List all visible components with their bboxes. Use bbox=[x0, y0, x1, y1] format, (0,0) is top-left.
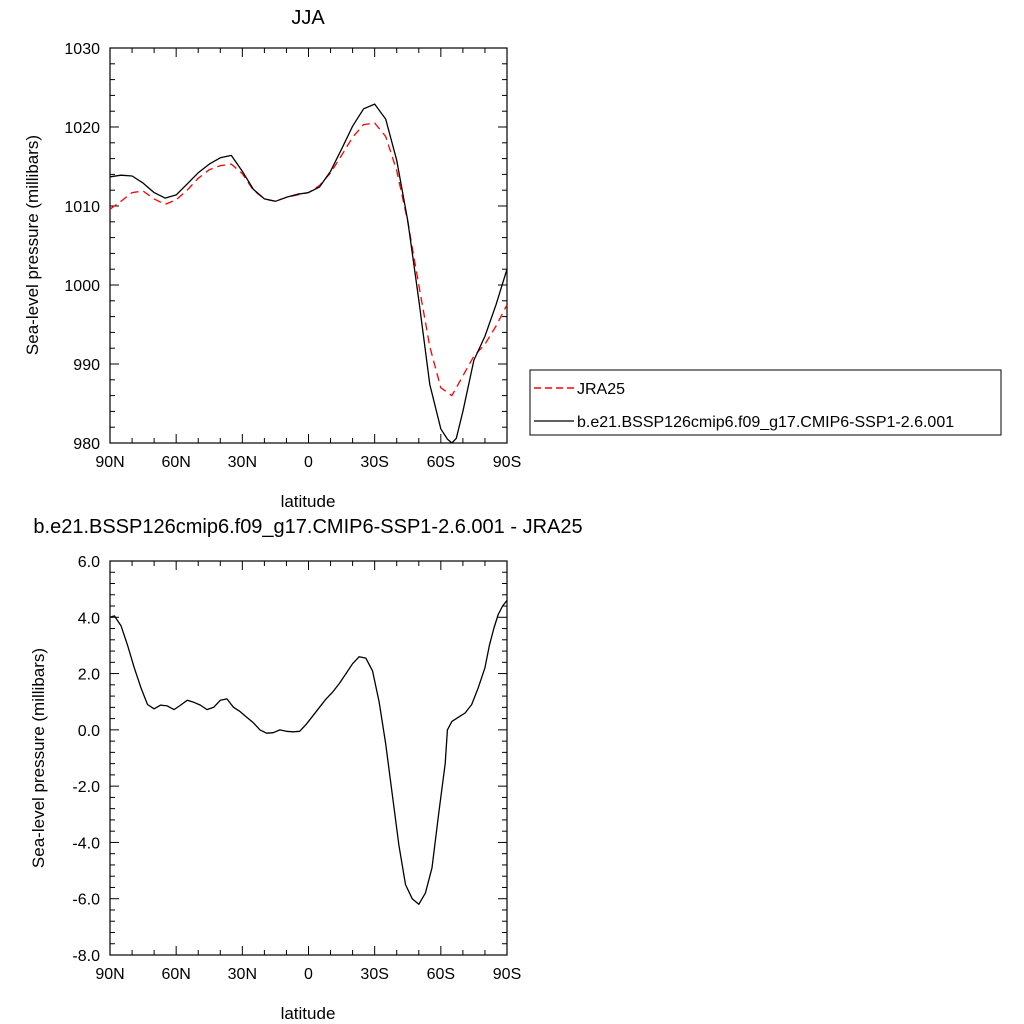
bottom-y-tick-label: 4.0 bbox=[78, 610, 100, 627]
top-chart-title: JJA bbox=[291, 7, 325, 29]
top-y-tick-label: 1030 bbox=[64, 41, 100, 58]
top-chart-ylabel: Sea-level pressure (millibars) bbox=[23, 135, 42, 355]
top-x-tick-label: 30N bbox=[228, 454, 257, 471]
top-chart-plot-area: 90N 60N 30N 0 30S 60S 90S 980 990 1000 1010 1020 103… bbox=[64, 41, 521, 471]
bottom-x-tick-label: 30N bbox=[228, 966, 257, 983]
bottom-x-tick-label: 60N bbox=[161, 966, 190, 983]
top-y-tick-label: 980 bbox=[73, 436, 100, 453]
legend-label-model: b.e21.BSSP126cmip6.f09_g17.CMIP6-SSP1-2.… bbox=[577, 414, 954, 431]
bottom-chart-frame bbox=[109, 560, 508, 956]
top-chart-xlabel: latitude bbox=[281, 492, 336, 511]
bottom-y-tick-label: -6.0 bbox=[72, 892, 100, 909]
bottom-y-tick-label: 6.0 bbox=[78, 554, 100, 571]
bottom-y-tick-label: -8.0 bbox=[72, 948, 100, 965]
top-series-line-jra25 bbox=[109, 122, 508, 397]
bottom-series-line-difference bbox=[109, 599, 508, 905]
top-x-tick-label: 60S bbox=[427, 454, 455, 471]
top-x-tick-label: 30S bbox=[360, 454, 388, 471]
bottom-chart-title: b.e21.BSSP126cmip6.f09_g17.CMIP6-SSP1-2.… bbox=[33, 516, 582, 538]
top-y-tick-label: 1020 bbox=[64, 120, 100, 137]
bottom-y-tick-label: 2.0 bbox=[78, 667, 100, 684]
top-y-tick-label: 990 bbox=[73, 357, 100, 374]
bottom-chart-plot-area: 90N 60N 30N 0 30S 60S 90S -8.0 -6.0 -4.0 -2.0 0.0 2.… bbox=[72, 554, 521, 983]
bottom-x-tick-label: 90S bbox=[493, 966, 521, 983]
top-chart-legend: JRA25 b.e21.BSSP126cmip6.f09_g17.CMIP6-S… bbox=[529, 369, 1002, 436]
top-y-tick-label: 1000 bbox=[64, 278, 100, 295]
legend-label-jra25: JRA25 bbox=[577, 381, 625, 398]
top-series-line-b-e21-bssp126cmip6-f09-g17-cmip6-ssp1-2-6-001 bbox=[109, 103, 508, 444]
top-x-tick-label: 60N bbox=[161, 454, 190, 471]
bottom-chart-xlabel: latitude bbox=[281, 1004, 336, 1023]
bottom-x-tick-label: 60S bbox=[427, 966, 455, 983]
top-x-tick-label: 90S bbox=[493, 454, 521, 471]
bottom-x-tick-label: 0 bbox=[304, 966, 313, 983]
top-chart-frame bbox=[109, 47, 508, 444]
top-x-tick-label: 90N bbox=[95, 454, 124, 471]
legend-box bbox=[529, 369, 1002, 436]
bottom-x-tick-label: 30S bbox=[360, 966, 388, 983]
bottom-y-tick-label: -4.0 bbox=[72, 835, 100, 852]
bottom-y-tick-label: 0.0 bbox=[78, 723, 100, 740]
top-x-tick-label: 0 bbox=[304, 454, 313, 471]
bottom-y-tick-label: -2.0 bbox=[72, 779, 100, 796]
bottom-chart-ylabel: Sea-level pressure (millibars) bbox=[29, 648, 48, 868]
bottom-x-tick-label: 90N bbox=[95, 966, 124, 983]
top-y-tick-label: 1010 bbox=[64, 199, 100, 216]
